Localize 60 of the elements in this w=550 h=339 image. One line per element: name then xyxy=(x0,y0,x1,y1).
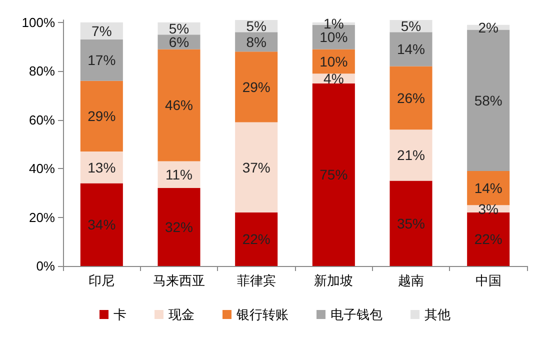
data-label: 21% xyxy=(396,147,426,164)
bar xyxy=(235,122,278,212)
data-label: 5% xyxy=(400,18,422,34)
data-label: 1% xyxy=(324,16,344,32)
data-label: 29% xyxy=(88,108,116,124)
data-label: 34% xyxy=(88,216,116,233)
bar xyxy=(467,171,510,206)
bar xyxy=(312,83,355,266)
bar xyxy=(235,212,278,266)
data-label: 58% xyxy=(474,92,502,108)
data-label: 7% xyxy=(92,22,112,39)
x-tick-label: 菲律宾 xyxy=(236,273,276,288)
data-label: 32% xyxy=(164,219,194,236)
legend-label: 现金 xyxy=(168,307,194,322)
data-label: 46% xyxy=(164,97,194,114)
y-tick-label: 100% xyxy=(22,14,56,30)
data-label: 5% xyxy=(246,18,266,34)
y-tick-label: 60% xyxy=(28,112,56,128)
y-tick-label: 80% xyxy=(28,64,56,79)
data-label: 22% xyxy=(242,231,270,248)
data-label: 17% xyxy=(88,52,116,68)
x-tick-label: 新加坡 xyxy=(314,273,354,288)
bar xyxy=(390,32,432,66)
bar xyxy=(158,161,200,188)
data-label: 14% xyxy=(474,180,502,196)
data-label: 29% xyxy=(242,78,270,95)
legend-label: 其他 xyxy=(424,307,450,322)
legend-label: 卡 xyxy=(114,307,126,322)
bar xyxy=(235,52,278,122)
data-label: 22% xyxy=(474,231,502,248)
data-label: 37% xyxy=(242,159,270,176)
bar xyxy=(158,188,200,266)
data-label: 35% xyxy=(396,215,426,232)
data-label: 26% xyxy=(396,90,426,106)
data-label: 10% xyxy=(320,53,348,70)
data-label: 14% xyxy=(396,41,426,58)
data-label: 75% xyxy=(320,166,348,183)
y-tick-label: 20% xyxy=(28,210,56,225)
bar xyxy=(80,183,123,266)
data-label: 8% xyxy=(246,34,266,50)
y-tick-label: 40% xyxy=(28,161,56,176)
data-label: 13% xyxy=(88,159,116,176)
bar xyxy=(80,80,123,152)
x-tick-label: 马来西亚 xyxy=(153,273,205,288)
data-label: 10% xyxy=(320,29,348,46)
data-label: 11% xyxy=(166,166,192,183)
bar xyxy=(390,130,432,181)
data-label: 4% xyxy=(324,70,344,86)
bar xyxy=(158,49,200,162)
bar xyxy=(80,39,123,81)
y-tick-label: 0% xyxy=(36,258,56,274)
x-tick-label: 越南 xyxy=(398,273,424,288)
legend-label: 银行转账 xyxy=(236,307,288,322)
x-tick-label: 中国 xyxy=(475,273,502,288)
legend-label: 电子钱包 xyxy=(330,307,382,322)
bar xyxy=(390,180,432,266)
bar xyxy=(80,152,123,184)
bar xyxy=(390,66,432,130)
x-tick-label: 印尼 xyxy=(88,273,115,288)
data-label: 2% xyxy=(478,19,498,36)
